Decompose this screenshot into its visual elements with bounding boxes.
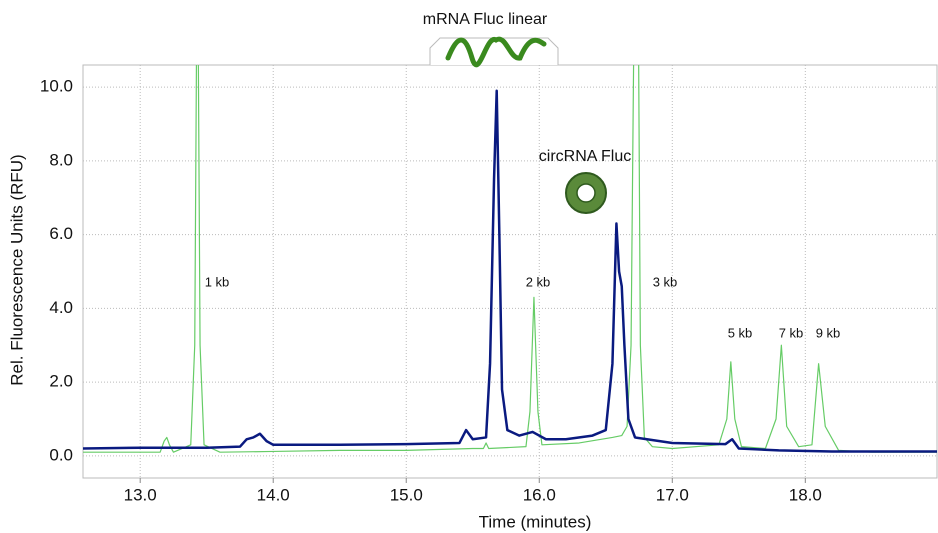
y-tick-label: 10.0 xyxy=(40,77,73,96)
annotation: 1 kb xyxy=(205,274,230,289)
y-tick-label: 2.0 xyxy=(49,372,73,391)
annotation: 9 kb xyxy=(816,325,841,340)
y-tick-label: 4.0 xyxy=(49,298,73,317)
annotation: mRNA Fluc linear xyxy=(423,11,548,28)
x-tick-label: 16.0 xyxy=(523,485,556,504)
y-tick-label: 8.0 xyxy=(49,150,73,169)
y-axis-title: Rel. Fluorescence Units (RFU) xyxy=(7,154,26,385)
annotation: 5 kb xyxy=(728,325,753,340)
x-axis-title: Time (minutes) xyxy=(479,512,592,531)
x-tick-label: 14.0 xyxy=(257,485,290,504)
mrna-icon xyxy=(445,36,547,68)
trace xyxy=(83,65,937,453)
x-tick-label: 17.0 xyxy=(656,485,689,504)
x-tick-label: 15.0 xyxy=(390,485,423,504)
annotation: 2 kb xyxy=(526,274,551,289)
circrna-icon-hole xyxy=(576,183,596,203)
trace xyxy=(83,89,937,453)
annotation: circRNA Fluc xyxy=(539,148,631,165)
plot-area xyxy=(82,64,938,479)
annotation: 3 kb xyxy=(653,274,678,289)
y-tick-label: 0.0 xyxy=(49,445,73,464)
y-tick-label: 6.0 xyxy=(49,224,73,243)
x-tick-label: 18.0 xyxy=(789,485,822,504)
annotation: 7 kb xyxy=(779,325,804,340)
x-tick-label: 13.0 xyxy=(124,485,157,504)
